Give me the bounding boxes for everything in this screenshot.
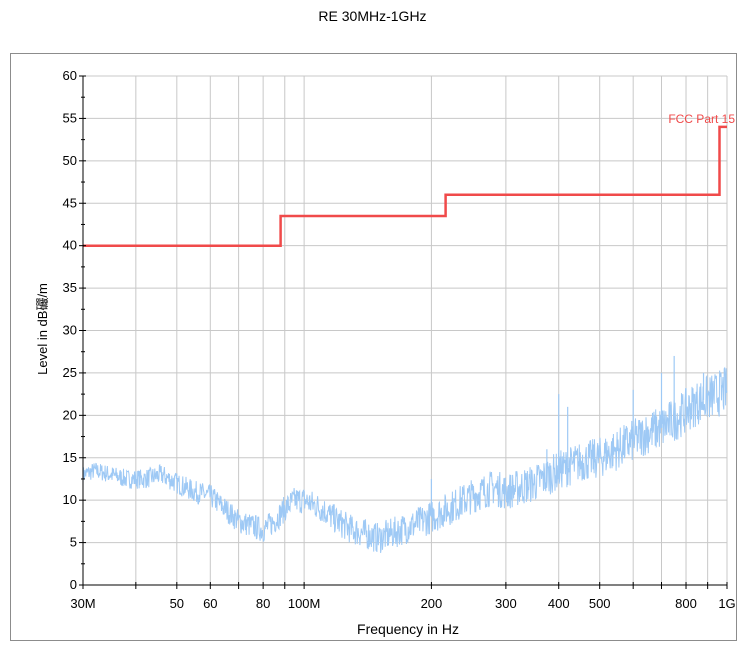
x-tick-label: 200	[421, 596, 443, 611]
x-tick-label: 100M	[288, 596, 321, 611]
y-tick-label: 50	[63, 153, 77, 168]
y-tick-label: 60	[63, 68, 77, 83]
x-tick-label: 1G	[718, 596, 735, 611]
y-axis-title: Level in dB礹/m	[35, 283, 50, 375]
y-tick-label: 10	[63, 492, 77, 507]
x-tick-label: 500	[589, 596, 611, 611]
series-layer	[83, 356, 727, 553]
y-tick-label: 35	[63, 280, 77, 295]
y-tick-label: 20	[63, 407, 77, 422]
x-axis-title: Frequency in Hz	[357, 621, 459, 637]
y-tick-label: 15	[63, 450, 77, 465]
limit-line-label: FCC Part 15	[668, 112, 735, 126]
measurement-trace	[83, 368, 727, 553]
x-tick-label: 50	[170, 596, 184, 611]
y-tick-label: 5	[70, 535, 77, 550]
axes	[79, 76, 727, 589]
x-tick-label: 80	[256, 596, 270, 611]
y-tick-label: 0	[70, 577, 77, 592]
y-tick-label: 40	[63, 238, 77, 253]
x-tick-label: 800	[675, 596, 697, 611]
limit-line	[83, 127, 727, 246]
x-tick-label: 30M	[70, 596, 95, 611]
limit-layer	[83, 127, 727, 246]
y-tick-label: 45	[63, 195, 77, 210]
grid	[83, 76, 727, 585]
labels: 0 5 10 15 20 25 30 35 40 45 50 55 60 30M 50 60 80 100M 200…	[63, 68, 736, 611]
x-tick-label: 400	[548, 596, 570, 611]
x-tick-label: 300	[495, 596, 517, 611]
y-tick-label: 30	[63, 323, 77, 338]
x-tick-label: 60	[203, 596, 217, 611]
y-tick-label: 55	[63, 110, 77, 125]
y-tick-label: 25	[63, 365, 77, 380]
